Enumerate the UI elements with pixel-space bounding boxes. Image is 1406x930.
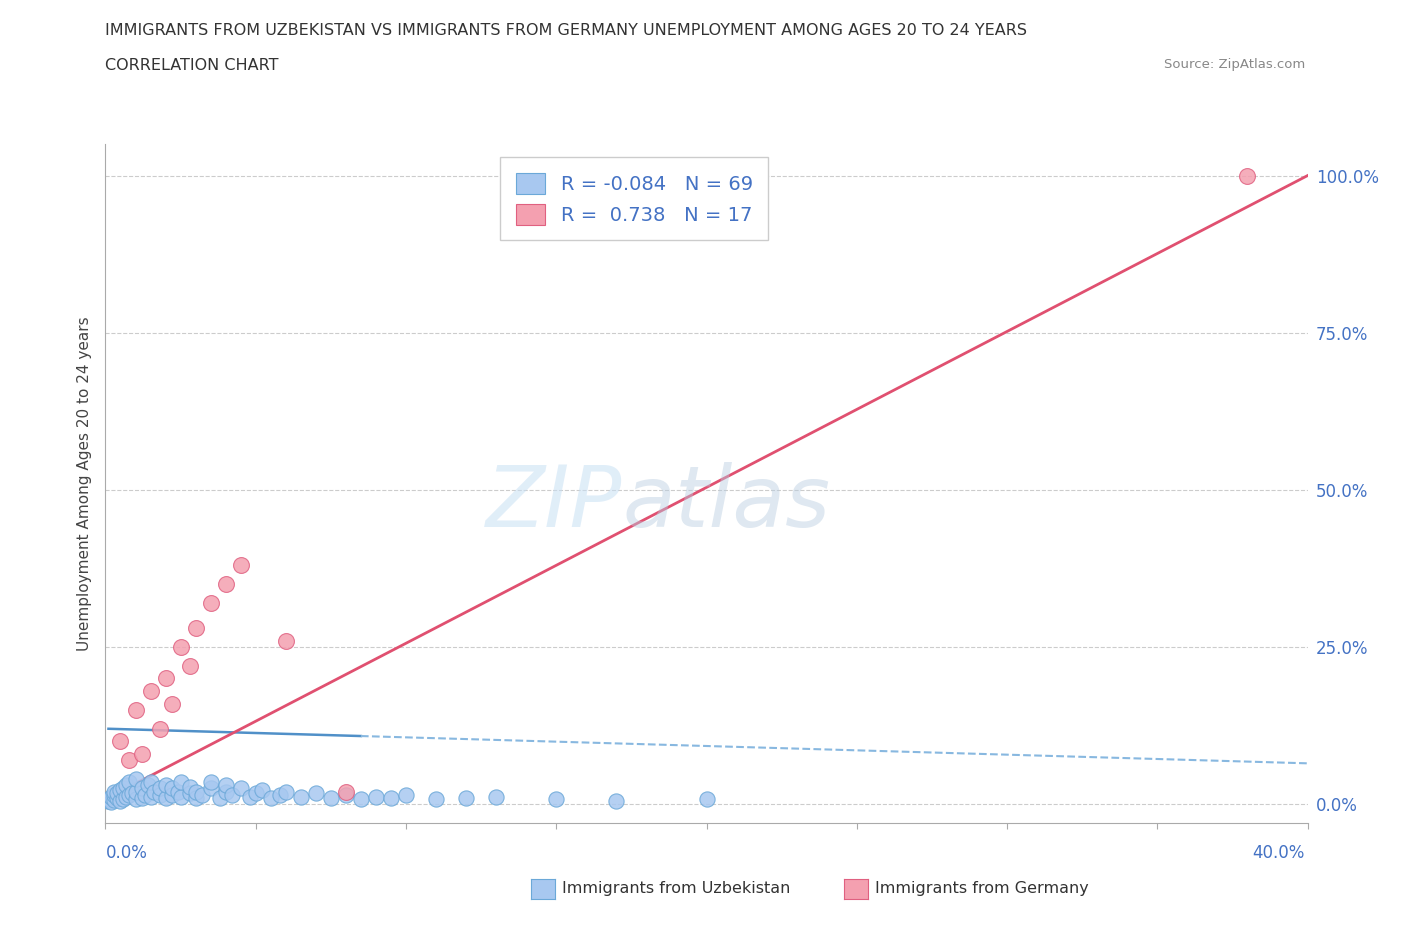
Point xyxy=(103,784,125,799)
Point xyxy=(118,775,141,790)
Point xyxy=(605,793,627,808)
Point xyxy=(124,784,146,799)
Point xyxy=(179,779,201,794)
Point xyxy=(115,790,138,804)
Point xyxy=(184,784,207,799)
Point xyxy=(160,697,183,711)
Point xyxy=(110,783,132,798)
Point xyxy=(131,790,153,805)
Point xyxy=(269,788,291,803)
Point xyxy=(124,791,146,806)
Point xyxy=(214,777,236,792)
Text: Immigrants from Uzbekistan: Immigrants from Uzbekistan xyxy=(562,881,790,896)
Point xyxy=(131,781,153,796)
Point xyxy=(124,772,146,787)
Point xyxy=(103,788,125,803)
Point xyxy=(200,775,222,790)
Text: IMMIGRANTS FROM UZBEKISTAN VS IMMIGRANTS FROM GERMANY UNEMPLOYMENT AMONG AGES 20: IMMIGRANTS FROM UZBEKISTAN VS IMMIGRANTS… xyxy=(105,23,1028,38)
Point xyxy=(121,786,143,801)
Point xyxy=(110,734,132,749)
Legend: R = -0.084   N = 69, R =  0.738   N = 17: R = -0.084 N = 69, R = 0.738 N = 17 xyxy=(501,157,768,241)
Point xyxy=(319,790,342,805)
Point xyxy=(131,747,153,762)
Point xyxy=(139,684,162,698)
Point xyxy=(229,781,252,796)
Point xyxy=(148,788,170,803)
Point xyxy=(425,791,447,806)
Point xyxy=(395,788,418,803)
Point xyxy=(124,702,146,717)
Point xyxy=(97,793,120,808)
Point xyxy=(350,791,373,806)
Point xyxy=(139,775,162,790)
Point xyxy=(139,790,162,804)
Point xyxy=(364,790,387,804)
Point xyxy=(184,620,207,635)
Point xyxy=(136,777,159,792)
Point xyxy=(103,793,125,808)
Point xyxy=(208,790,231,805)
Point xyxy=(250,783,273,798)
Point xyxy=(179,658,201,673)
Point xyxy=(160,788,183,803)
Point xyxy=(160,781,183,796)
Y-axis label: Unemployment Among Ages 20 to 24 years: Unemployment Among Ages 20 to 24 years xyxy=(76,316,91,651)
Point xyxy=(214,784,236,799)
Text: Immigrants from Germany: Immigrants from Germany xyxy=(875,881,1088,896)
Point xyxy=(245,786,267,801)
Point xyxy=(118,752,141,767)
Text: 0.0%: 0.0% xyxy=(105,844,148,862)
Point xyxy=(305,786,328,801)
Point xyxy=(184,790,207,805)
Point xyxy=(112,791,135,806)
Text: Source: ZipAtlas.com: Source: ZipAtlas.com xyxy=(1164,58,1305,71)
Point xyxy=(214,577,236,591)
Point xyxy=(110,793,132,808)
Point xyxy=(1236,168,1258,183)
Point xyxy=(190,788,212,803)
Point xyxy=(274,784,297,799)
Point xyxy=(118,788,141,803)
Point xyxy=(112,781,135,796)
Point xyxy=(155,671,177,686)
Point xyxy=(221,788,243,803)
Point xyxy=(142,784,165,799)
Point xyxy=(115,777,138,792)
Text: 40.0%: 40.0% xyxy=(1253,844,1305,862)
Point xyxy=(169,775,191,790)
Point xyxy=(169,640,191,655)
Point xyxy=(260,790,283,805)
Point xyxy=(229,558,252,573)
Point xyxy=(97,791,120,806)
Point xyxy=(454,790,477,805)
Point xyxy=(100,795,122,810)
Point xyxy=(239,790,262,804)
Point xyxy=(107,786,129,801)
Point xyxy=(100,790,122,804)
Point xyxy=(155,790,177,805)
Point xyxy=(335,788,357,803)
Point xyxy=(169,790,191,804)
Point xyxy=(148,722,170,737)
Point xyxy=(134,788,156,803)
Text: ZIP: ZIP xyxy=(486,462,623,546)
Point xyxy=(696,791,718,806)
Point xyxy=(107,790,129,805)
Point xyxy=(546,791,568,806)
Point xyxy=(485,790,508,804)
Point xyxy=(148,781,170,796)
Point xyxy=(166,784,188,799)
Text: atlas: atlas xyxy=(623,462,831,546)
Point xyxy=(274,633,297,648)
Point xyxy=(200,595,222,610)
Text: CORRELATION CHART: CORRELATION CHART xyxy=(105,58,278,73)
Point xyxy=(335,784,357,799)
Point xyxy=(200,781,222,796)
Point xyxy=(290,790,312,804)
Point xyxy=(380,790,402,805)
Point xyxy=(179,786,201,801)
Point xyxy=(155,777,177,792)
